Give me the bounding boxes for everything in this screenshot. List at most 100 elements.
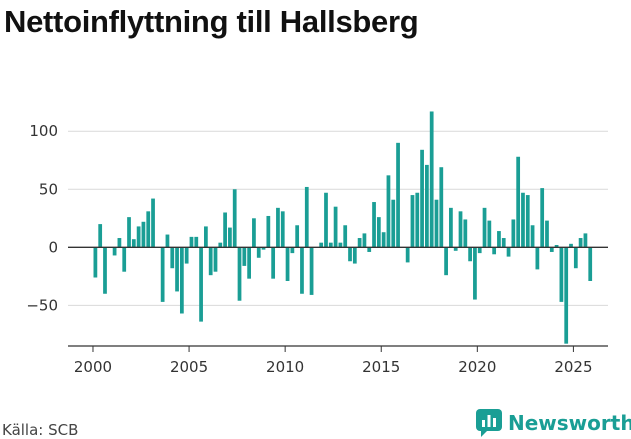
bar	[578, 238, 583, 248]
bar	[573, 247, 578, 269]
bar	[439, 167, 444, 248]
bar	[208, 247, 213, 276]
bar	[276, 207, 280, 248]
brand-logo: Newsworthy	[476, 408, 631, 438]
bar	[252, 218, 256, 248]
bar	[391, 199, 396, 248]
bar	[554, 245, 559, 248]
bar	[213, 247, 218, 272]
bar	[583, 233, 588, 248]
bar	[338, 242, 343, 248]
bar	[160, 247, 165, 302]
x-tick-label: 2000	[74, 358, 112, 376]
bar	[280, 211, 285, 248]
bar	[175, 247, 179, 292]
bar	[405, 247, 410, 263]
bar	[309, 247, 314, 295]
bar	[362, 233, 367, 248]
axes: 100 50 0 −50 2000 2005 2010 2015 2020 2025	[26, 122, 608, 376]
bar	[266, 215, 271, 248]
bar	[497, 231, 501, 248]
bar	[117, 238, 122, 248]
bar-chart-bubble-icon	[476, 409, 502, 437]
bar	[348, 247, 352, 262]
bar	[98, 224, 103, 248]
y-tick-label: −50	[26, 296, 58, 314]
x-tick-label: 2005	[170, 358, 208, 376]
bar	[372, 202, 376, 248]
bar	[170, 247, 175, 269]
bar	[295, 225, 300, 248]
bar	[449, 207, 453, 248]
y-tick-label: 50	[39, 180, 58, 198]
bar	[434, 199, 439, 248]
y-tick-label: 0	[48, 238, 58, 256]
bar	[501, 238, 506, 248]
bar	[112, 247, 117, 256]
bar	[343, 225, 348, 248]
bar	[487, 220, 492, 248]
bar	[285, 247, 290, 281]
bar	[319, 242, 324, 248]
x-tick-label: 2025	[554, 358, 592, 376]
bar	[588, 247, 593, 281]
bar-series	[93, 111, 593, 344]
bar	[381, 232, 386, 248]
bar	[352, 247, 357, 264]
bar	[194, 236, 199, 248]
bar	[179, 247, 184, 314]
bar	[103, 247, 107, 294]
bar	[184, 247, 189, 264]
bar	[458, 211, 463, 248]
bar	[228, 227, 232, 248]
bar	[540, 188, 545, 248]
bar	[122, 247, 127, 272]
bar	[535, 247, 540, 270]
bar	[165, 234, 170, 248]
bar	[256, 247, 261, 258]
bar	[242, 247, 247, 266]
bar	[482, 207, 487, 248]
bar	[477, 247, 482, 254]
bar	[386, 175, 391, 248]
bar	[569, 243, 573, 248]
bar	[396, 142, 400, 248]
bar	[357, 238, 362, 248]
bar	[506, 247, 511, 257]
bar	[420, 149, 424, 248]
chart-title: Nettoinflyttning till Hallsberg	[4, 4, 419, 39]
bar	[290, 247, 295, 254]
bar	[247, 247, 251, 279]
bar	[328, 242, 333, 248]
bar	[146, 211, 151, 248]
bar	[549, 247, 554, 252]
bar	[376, 217, 381, 248]
x-tick-label: 2015	[362, 358, 400, 376]
x-tick-label: 2020	[458, 358, 496, 376]
bar	[261, 247, 266, 250]
bar	[530, 225, 535, 248]
bar	[521, 192, 525, 248]
bar	[516, 156, 521, 248]
bar	[223, 212, 227, 248]
bar	[189, 236, 194, 248]
bar	[429, 111, 434, 248]
bar	[271, 247, 276, 279]
bar	[410, 195, 415, 248]
bar	[304, 186, 309, 248]
bar	[415, 192, 420, 248]
bar	[473, 247, 477, 300]
bar	[559, 247, 564, 302]
bar	[204, 226, 208, 248]
bar	[511, 219, 516, 248]
brand-name: Newsworthy	[508, 411, 631, 435]
bar	[93, 247, 98, 278]
bar	[237, 247, 242, 301]
source-note: Källa: SCB	[2, 421, 79, 439]
bar	[468, 247, 472, 262]
bar	[199, 247, 203, 322]
bar	[218, 242, 223, 248]
x-tick-label: 2010	[266, 358, 304, 376]
bar	[367, 247, 372, 252]
